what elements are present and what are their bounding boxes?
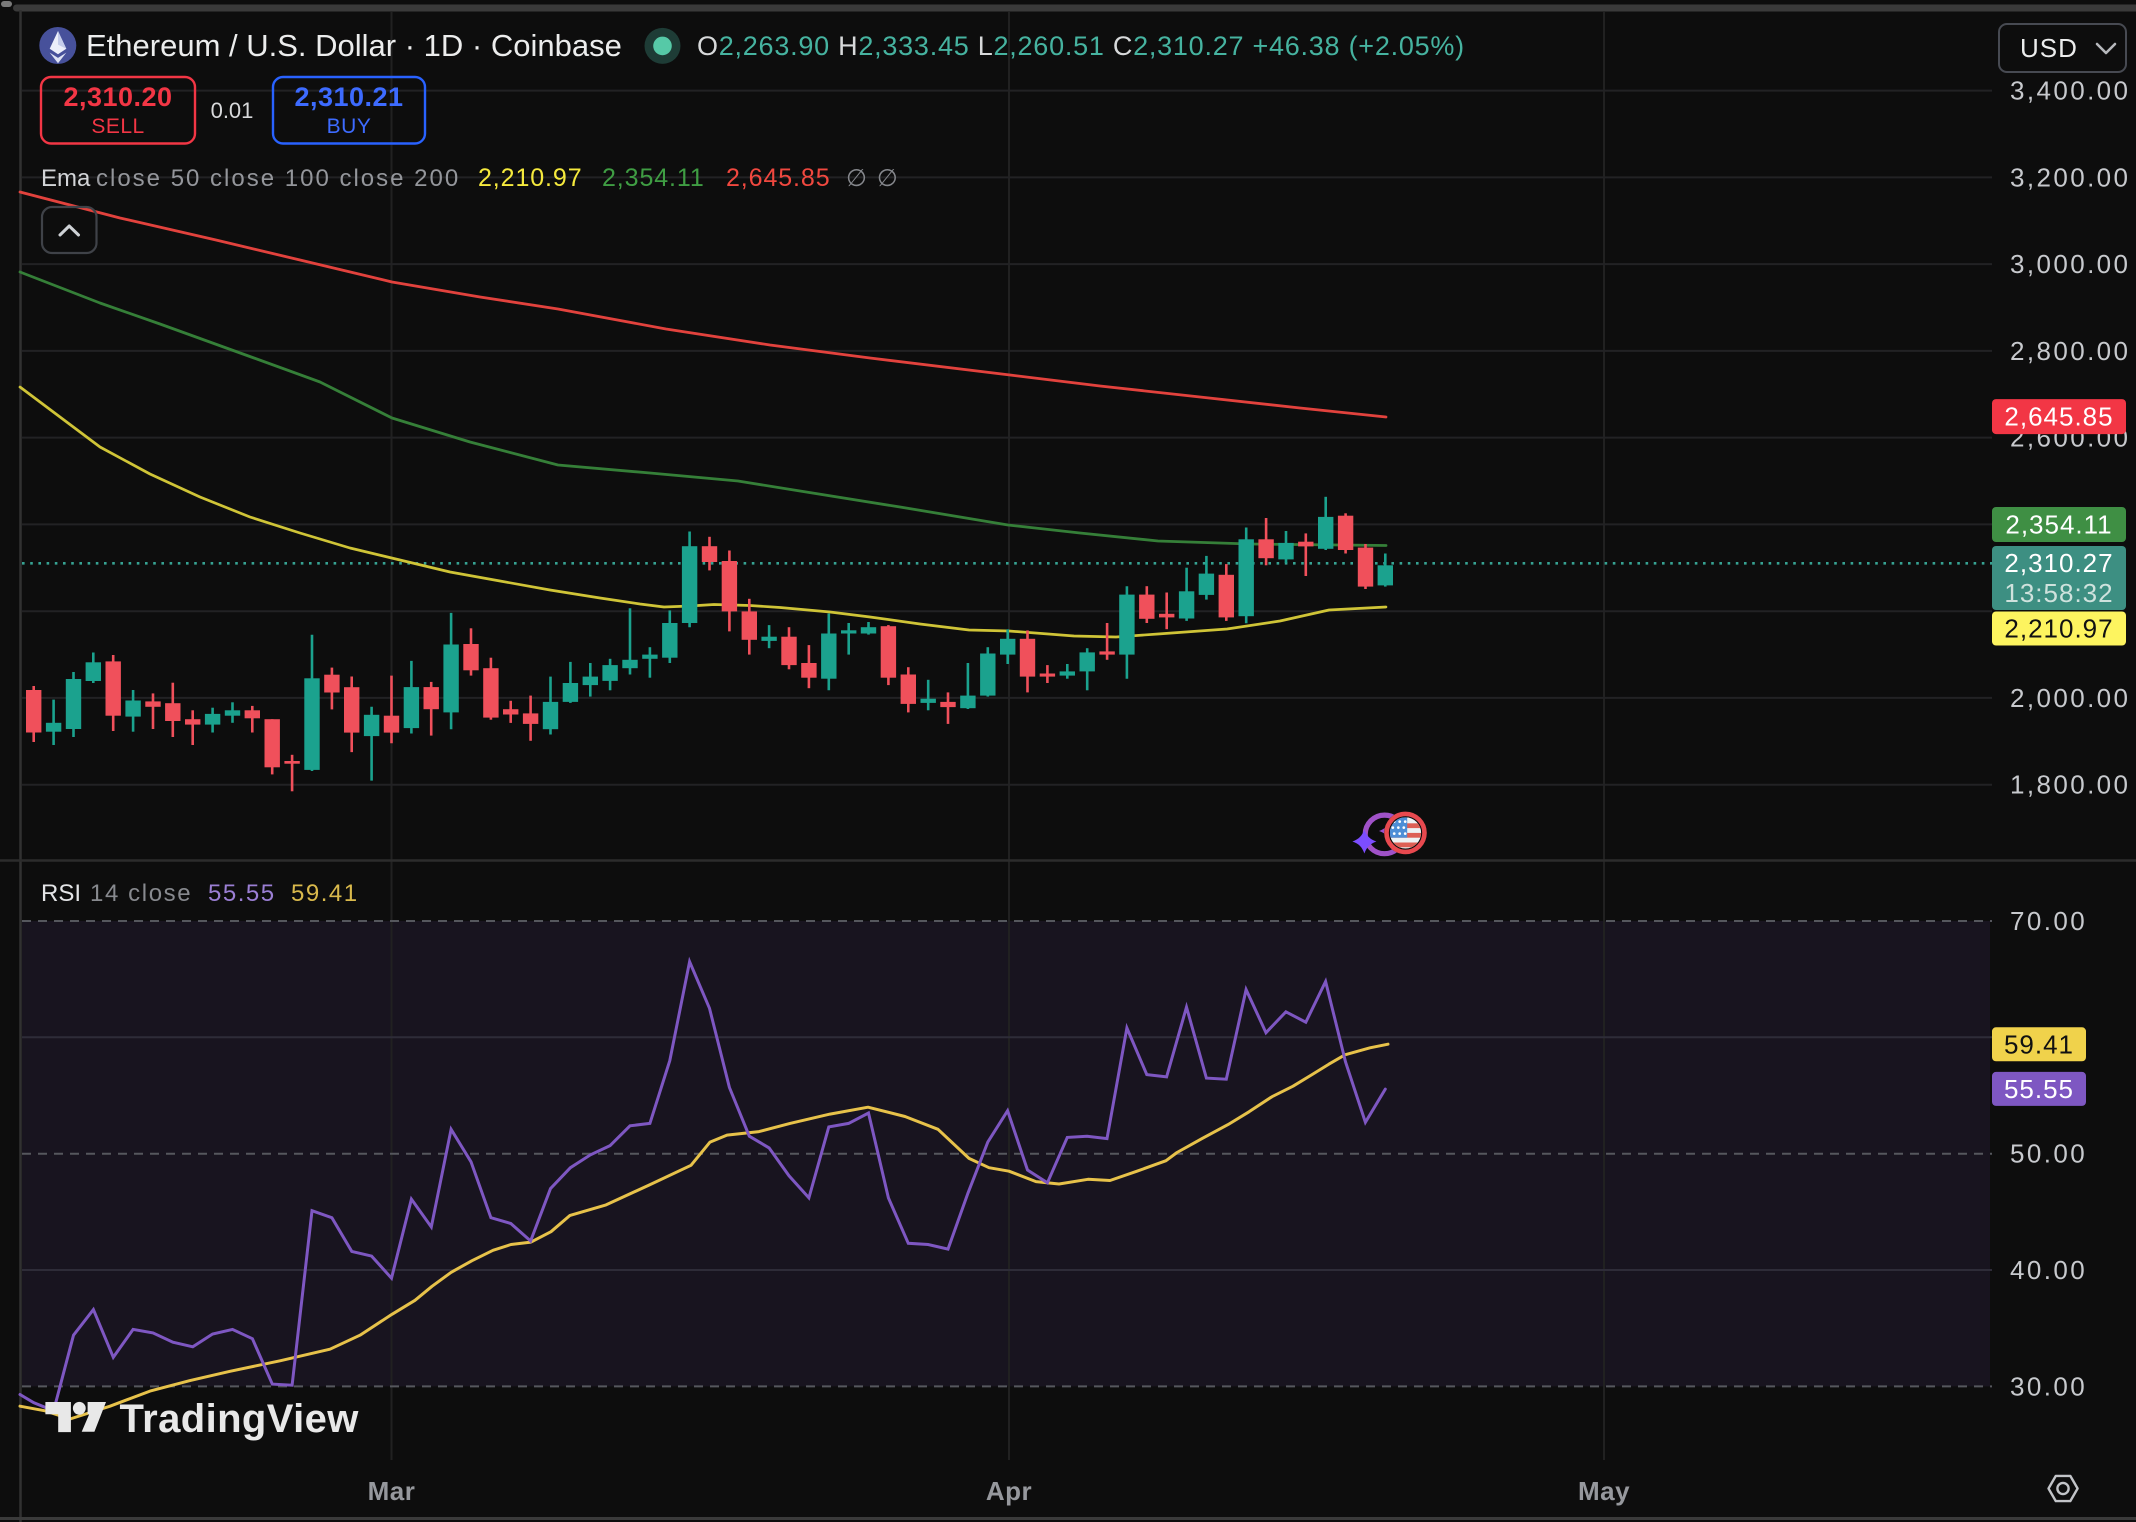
svg-text:3,400.00: 3,400.00 xyxy=(2010,76,2130,106)
svg-text:close 50 close 100 close 200: close 50 close 100 close 200 xyxy=(96,165,460,192)
svg-text:2,210.97: 2,210.97 xyxy=(2004,614,2113,644)
svg-text:50.00: 50.00 xyxy=(2010,1139,2087,1169)
svg-text:Ema: Ema xyxy=(41,165,91,192)
svg-text:O2,263.90 H2,333.45 L2,260.51: O2,263.90 H2,333.45 L2,260.51 C2,310.27 … xyxy=(697,31,1465,61)
svg-text:2,000.00: 2,000.00 xyxy=(2010,683,2130,713)
svg-text:May: May xyxy=(1578,1476,1630,1506)
svg-text:55.55: 55.55 xyxy=(208,880,276,907)
svg-text:Ethereum / U.S. Dollar · 1D ·: Ethereum / U.S. Dollar · 1D · Coinbase xyxy=(86,28,622,63)
svg-text:BUY: BUY xyxy=(327,115,372,138)
svg-text:2,310.21: 2,310.21 xyxy=(294,82,403,112)
svg-text:40.00: 40.00 xyxy=(2010,1255,2087,1285)
svg-text:13:58:32: 13:58:32 xyxy=(2004,578,2113,608)
svg-text:∅∅: ∅∅ xyxy=(846,165,908,192)
svg-text:2,310.20: 2,310.20 xyxy=(63,82,172,112)
svg-text:59.41: 59.41 xyxy=(291,880,359,907)
svg-text:RSI: RSI xyxy=(41,880,81,907)
svg-text:59.41: 59.41 xyxy=(2004,1029,2074,1059)
svg-text:0.01: 0.01 xyxy=(211,98,254,123)
svg-text:2,800.00: 2,800.00 xyxy=(2010,336,2130,366)
svg-text:14 close: 14 close xyxy=(90,880,192,907)
svg-text:1,800.00: 1,800.00 xyxy=(2010,770,2130,800)
svg-text:55.55: 55.55 xyxy=(2004,1074,2074,1104)
svg-text:2,645.85: 2,645.85 xyxy=(2004,402,2113,432)
svg-text:2,645.85: 2,645.85 xyxy=(726,164,831,192)
svg-text:3,000.00: 3,000.00 xyxy=(2010,249,2130,279)
svg-text:2,354.11: 2,354.11 xyxy=(602,164,705,192)
svg-text:TradingView: TradingView xyxy=(120,1397,360,1441)
svg-text:2,310.27: 2,310.27 xyxy=(2004,548,2113,578)
svg-text:30.00: 30.00 xyxy=(2010,1371,2087,1401)
svg-text:USD: USD xyxy=(2020,33,2078,63)
svg-text:Mar: Mar xyxy=(368,1476,416,1506)
svg-text:3,200.00: 3,200.00 xyxy=(2010,162,2130,192)
svg-text:SELL: SELL xyxy=(91,115,144,138)
svg-text:2,354.11: 2,354.11 xyxy=(2005,510,2112,540)
svg-text:2,210.97: 2,210.97 xyxy=(478,164,583,192)
svg-text:70.00: 70.00 xyxy=(2010,906,2087,936)
svg-text:Apr: Apr xyxy=(986,1476,1032,1506)
